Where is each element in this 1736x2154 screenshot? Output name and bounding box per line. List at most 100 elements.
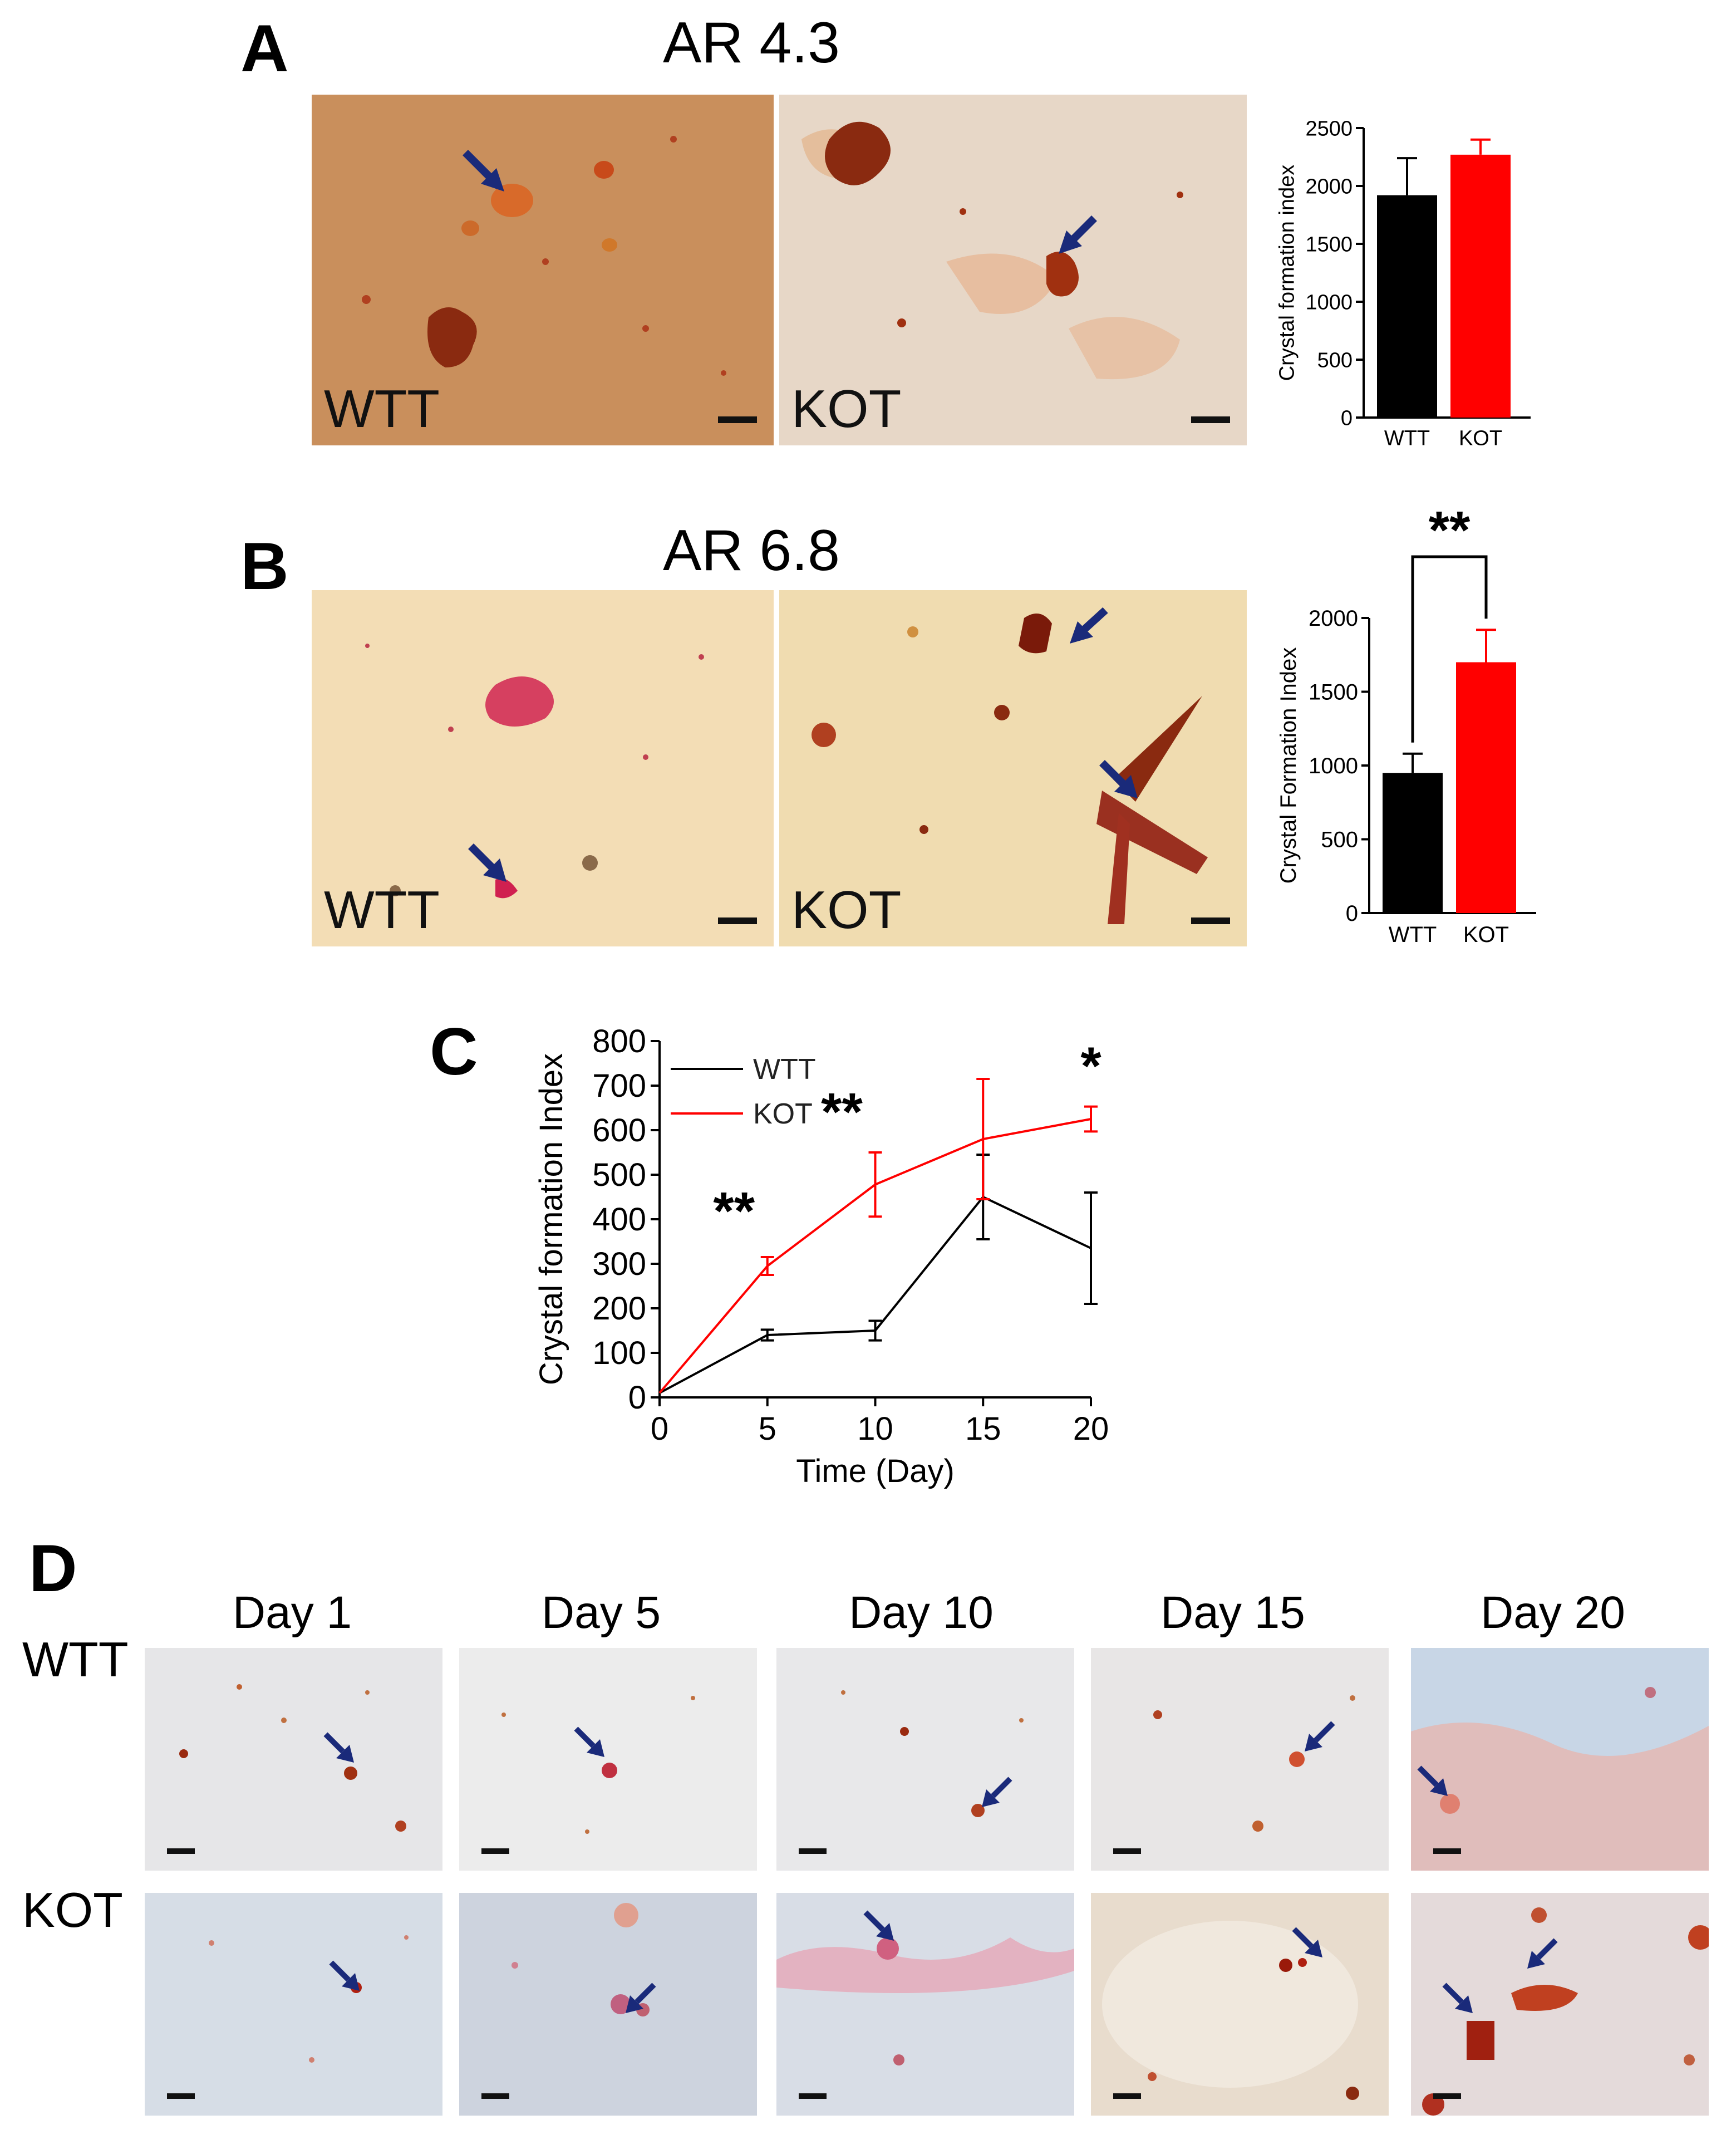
day-title: Day 20 <box>1481 1587 1625 1638</box>
x-axis-label: Time (Day) <box>796 1453 955 1489</box>
panel-a-letter: A <box>240 11 289 86</box>
bar <box>1383 773 1443 913</box>
arrow-icon <box>1442 1983 1473 2013</box>
image-label: KOT <box>791 379 902 439</box>
scale-bar <box>718 917 757 924</box>
arrow-icon <box>574 1726 604 1757</box>
x-tick-label: WTT <box>1384 426 1430 450</box>
panel-d-image-wtt-day20 <box>1411 1648 1709 1871</box>
y-tick-label: 400 <box>592 1201 646 1238</box>
panel-d-image-kot-day5 <box>459 1893 757 2116</box>
y-tick-label: 500 <box>1321 828 1358 852</box>
scale-bar <box>799 2093 827 2099</box>
y-tick-label: 1000 <box>1309 754 1358 778</box>
arrow-icon <box>982 1777 1012 1807</box>
panel-a-image-kot: KOT <box>779 95 1247 445</box>
x-tick-label: 5 <box>759 1411 776 1447</box>
y-tick-label: 2000 <box>1305 175 1353 198</box>
panel-c-line-chart: 0 100 200 300 400 500 600 700 800 0 5 10 15 20 Time (D… <box>533 1023 1109 1489</box>
y-axis-label: Crystal Formation Index <box>1276 647 1301 884</box>
x-tick-label: WTT <box>1389 923 1437 946</box>
y-tick-label: 1500 <box>1309 680 1358 705</box>
significance-label: ** <box>821 1082 863 1142</box>
y-tick-label: 300 <box>592 1246 646 1282</box>
panel-d-image-kot-day10 <box>776 1893 1074 2116</box>
y-tick-label: 700 <box>592 1068 646 1104</box>
bar <box>1456 662 1516 913</box>
x-tick-label: KOT <box>1463 923 1509 946</box>
scale-bar <box>1113 1848 1141 1854</box>
panel-d-letter: D <box>29 1531 77 1606</box>
y-tick-label: 100 <box>592 1335 646 1371</box>
row-label-kot: KOT <box>22 1882 123 1937</box>
y-tick-label: 0 <box>628 1380 646 1416</box>
bar <box>1450 154 1511 418</box>
arrow-icon <box>626 1983 656 2013</box>
x-tick-label: 0 <box>651 1411 668 1447</box>
y-axis-label: Crystal formation Index <box>533 1053 569 1385</box>
panel-a-title: AR 4.3 <box>663 11 840 75</box>
legend-label: KOT <box>753 1098 813 1130</box>
scale-bar <box>481 1848 509 1854</box>
panel-b-letter: B <box>240 529 289 603</box>
panel-a-bar-chart: 0 500 1000 1500 2000 2500 WTT KOT Crystal format… <box>1276 117 1531 450</box>
significance-label: ** <box>713 1181 755 1241</box>
x-tick-label: 20 <box>1073 1411 1109 1447</box>
panel-b-image-kot: KOT <box>779 590 1247 946</box>
day-title: Day 1 <box>232 1587 352 1638</box>
scale-bar <box>167 2093 195 2099</box>
scale-bar <box>481 2093 509 2099</box>
scale-bar <box>718 416 757 423</box>
arrow-icon <box>1417 1765 1448 1796</box>
panel-d-image-wtt-day5 <box>459 1648 757 1871</box>
arrow-icon <box>1099 760 1138 798</box>
image-label: WTT <box>324 880 440 940</box>
y-tick-label: 2500 <box>1305 117 1353 140</box>
significance-label: * <box>1080 1037 1101 1096</box>
arrow-icon <box>1292 1927 1322 1957</box>
y-tick-label: 200 <box>592 1291 646 1327</box>
y-tick-label: 0 <box>1346 901 1358 926</box>
arrow-icon <box>323 1732 354 1763</box>
x-tick-label: KOT <box>1459 426 1502 450</box>
scale-bar <box>1191 416 1230 423</box>
arrow-icon <box>1305 1721 1335 1751</box>
significance-label: ** <box>1429 501 1471 560</box>
scale-bar <box>1433 2093 1461 2099</box>
y-tick-label: 0 <box>1341 406 1353 430</box>
panel-d-image-wtt-day15 <box>1091 1648 1389 1871</box>
x-tick-label: 15 <box>965 1411 1001 1447</box>
y-tick-label: 500 <box>1317 349 1353 372</box>
panel-d-image-kot-day15 <box>1091 1893 1389 2116</box>
scale-bar <box>1113 2093 1141 2099</box>
row-label-wtt: WTT <box>22 1632 129 1687</box>
image-label: KOT <box>791 880 902 940</box>
day-title: Day 15 <box>1160 1587 1305 1638</box>
panel-b-bar-chart: 0 500 1000 1500 2000 WTT KOT Crystal Formation … <box>1276 501 1536 946</box>
image-label: WTT <box>324 379 440 439</box>
y-tick-label: 500 <box>592 1157 646 1193</box>
legend-label: WTT <box>753 1053 816 1086</box>
panel-d-image-wtt-day1 <box>145 1648 442 1871</box>
arrow-icon <box>463 150 504 192</box>
day-title: Day 10 <box>849 1587 994 1638</box>
arrow-icon <box>1527 1938 1558 1969</box>
y-tick-label: 2000 <box>1309 606 1358 631</box>
panel-b-image-wtt: WTT <box>312 590 774 946</box>
arrow-icon <box>1059 215 1097 254</box>
arrow-icon <box>329 1960 360 1991</box>
y-tick-label: 1000 <box>1305 291 1353 314</box>
panel-d-image-kot-day1 <box>145 1893 442 2116</box>
panel-b-title: AR 6.8 <box>663 518 840 583</box>
significance-bracket <box>1411 555 1488 743</box>
panel-a-image-wtt: WTT <box>312 95 774 445</box>
panel-d-image-wtt-day10 <box>776 1648 1074 1871</box>
bar <box>1377 195 1437 418</box>
y-axis-label: Crystal formation index <box>1276 165 1299 381</box>
arrow-icon <box>1070 607 1108 644</box>
day-title: Day 5 <box>541 1587 661 1638</box>
scale-bar <box>1191 917 1230 924</box>
scale-bar <box>1433 1848 1461 1854</box>
scale-bar <box>799 1848 827 1854</box>
y-tick-label: 800 <box>592 1023 646 1059</box>
